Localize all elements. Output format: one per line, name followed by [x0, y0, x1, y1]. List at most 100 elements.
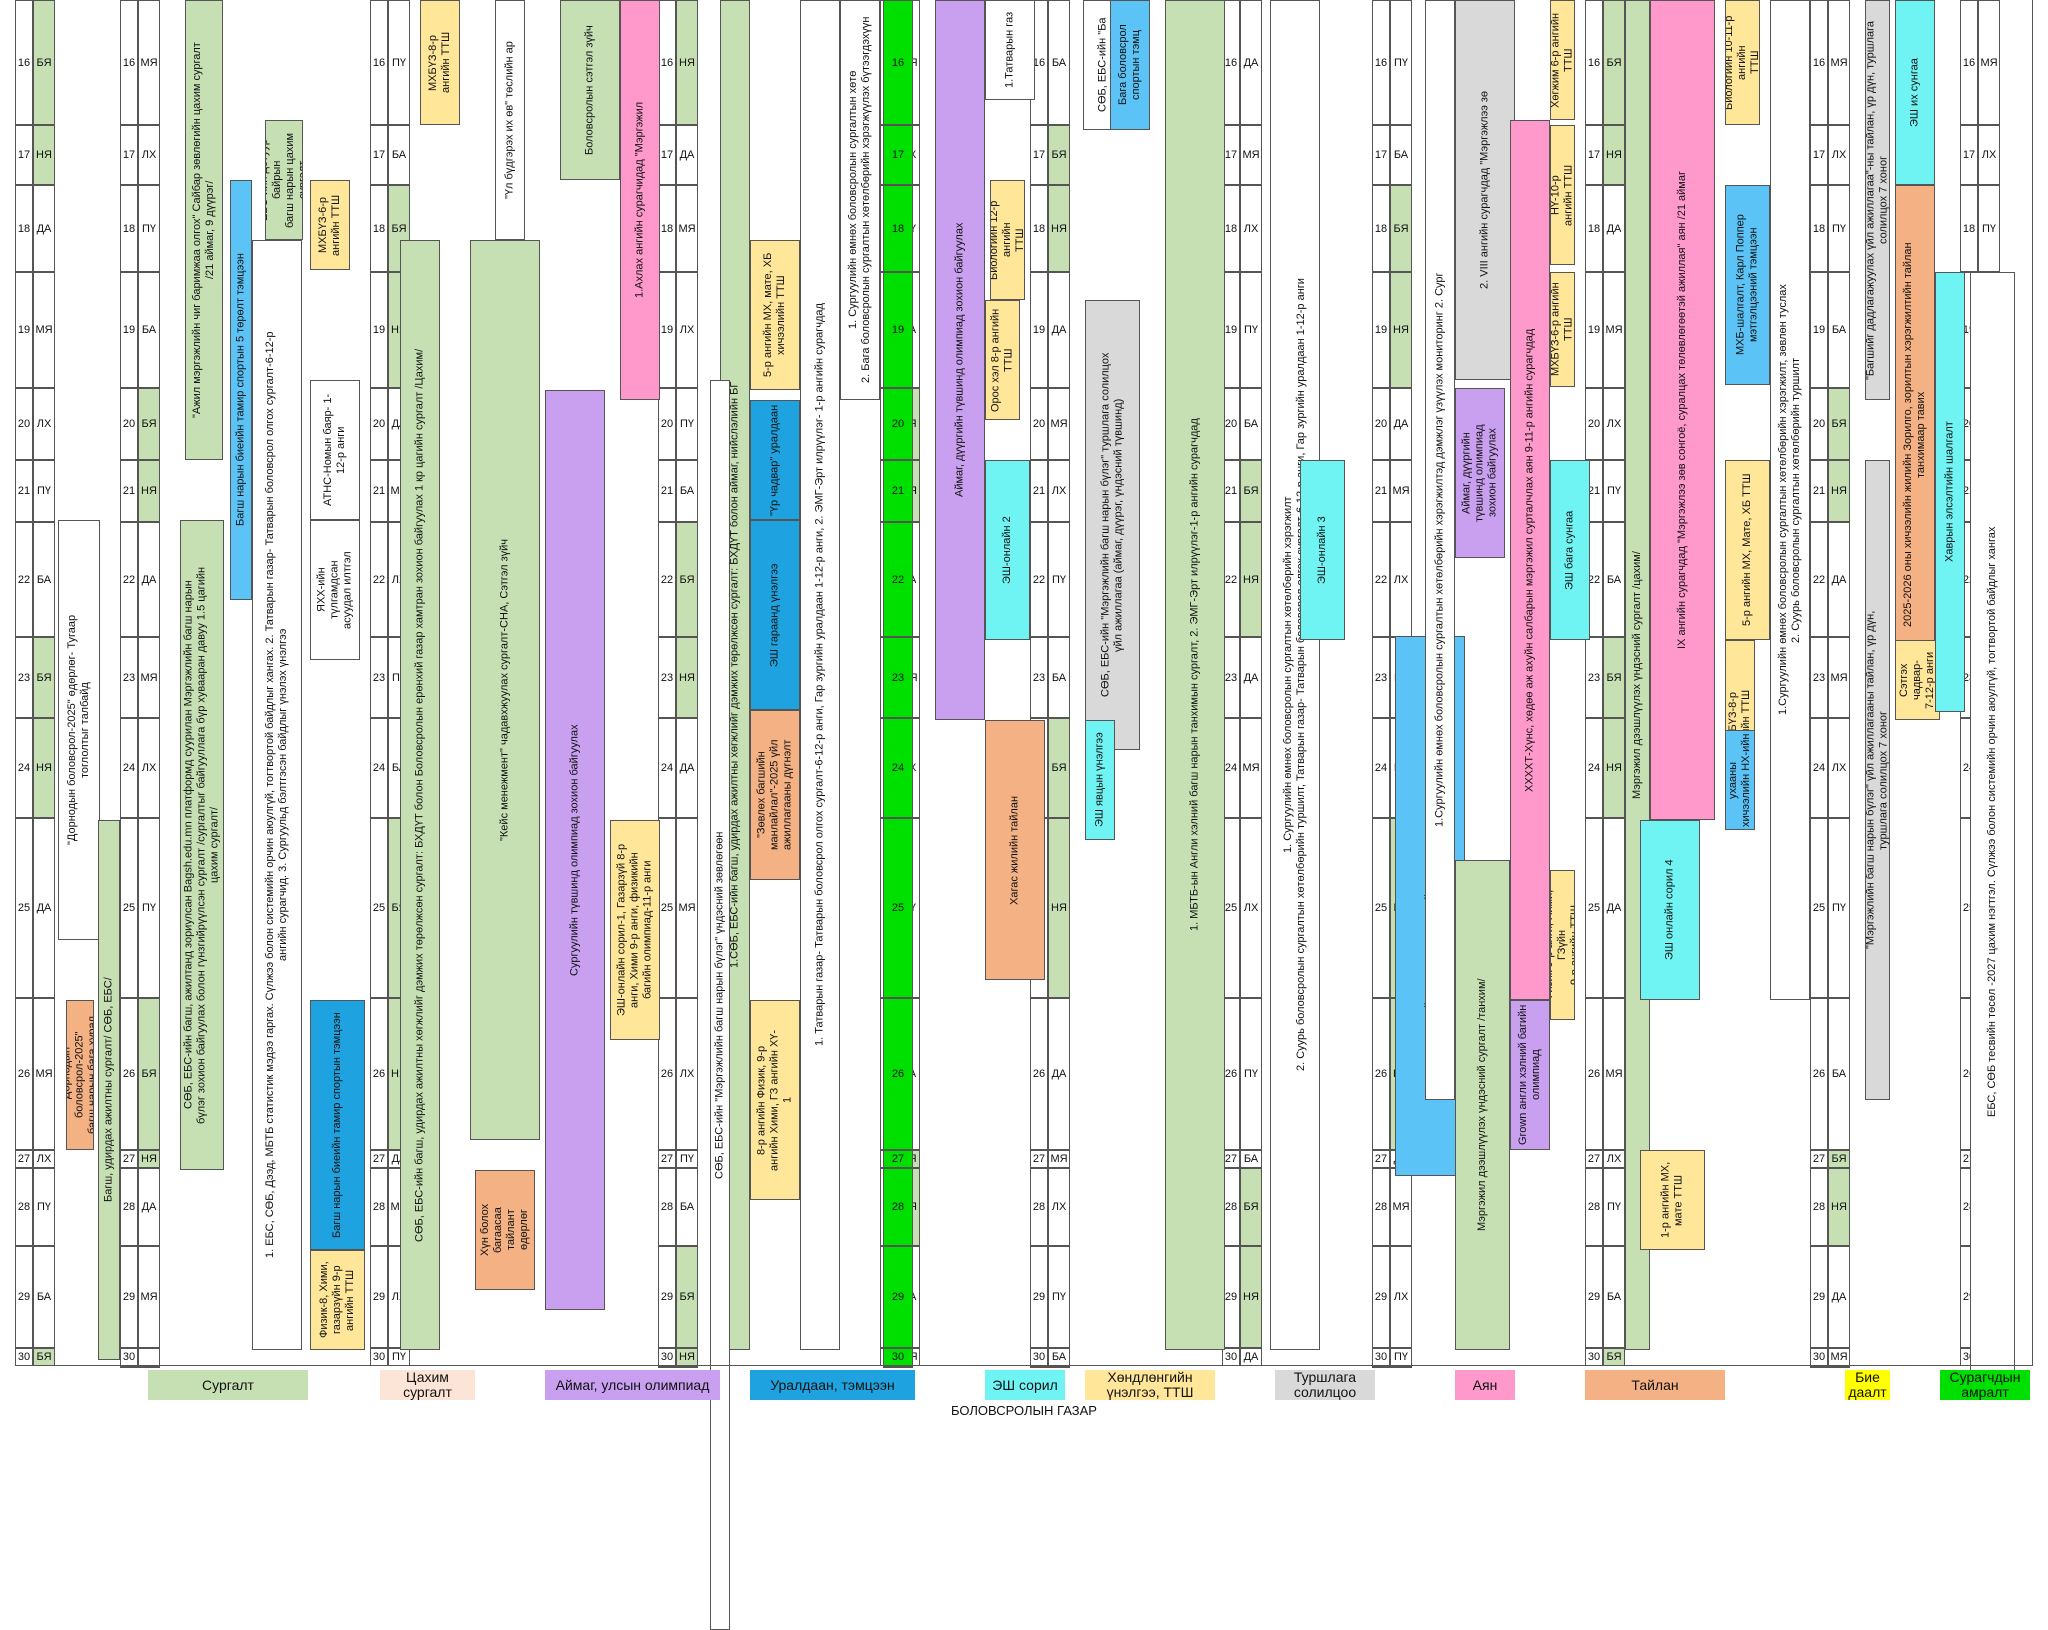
day-number-text: 17	[1962, 149, 1976, 161]
weekday-cell: ДА	[1048, 272, 1070, 388]
day-number-text: 23	[122, 671, 136, 684]
weekday-cell: БА	[33, 1246, 55, 1348]
weekday-cell-text: ДА	[1243, 56, 1259, 69]
day-number: 24	[1810, 718, 1828, 818]
day-number-text: 16	[1962, 56, 1976, 69]
weekday-cell: МЯ	[138, 0, 160, 125]
day-number: 29	[370, 1246, 388, 1348]
day-number-text: 29	[1812, 1291, 1826, 1303]
weekday-cell: БА	[33, 522, 55, 637]
weekday-cell-text: ПҮ	[679, 1153, 695, 1165]
weekday-cell: БА	[1390, 125, 1412, 185]
weekday-cell-text: ЛХ	[1981, 149, 1997, 161]
weekday-cell-text: МЯ	[1830, 56, 1848, 69]
day-number: 17	[370, 125, 388, 185]
day-number-text: 27	[1224, 1153, 1238, 1165]
weekday-cell: БА	[1240, 388, 1262, 460]
day-number: 17	[1372, 125, 1390, 185]
day-number: 25	[1810, 818, 1828, 998]
weekday-cell-text: МЯ	[35, 324, 53, 336]
weekday-cell: ЛХ	[1603, 1150, 1625, 1168]
weekday-cell-text: ПҮ	[1243, 324, 1259, 336]
day-number: 21	[370, 460, 388, 522]
day-number: 24	[1372, 718, 1390, 818]
weekday-cell: ЛХ	[676, 272, 698, 388]
weekday-cell-text: БЯ	[1243, 485, 1259, 497]
weekday-cell-text: ДА	[36, 902, 52, 914]
day-number-text: 18	[660, 222, 674, 235]
day-number: 20	[1372, 388, 1390, 460]
legend-item: Тайлан	[1585, 1370, 1725, 1400]
day-number-text: 23	[1374, 671, 1388, 684]
day-number-text: 18	[1032, 222, 1046, 235]
weekday-cell: БЯ	[1603, 637, 1625, 718]
day-number: 21	[1030, 460, 1048, 522]
day-number-text: 25	[660, 902, 674, 914]
day-number: 22	[370, 522, 388, 637]
day-number-text: 25	[372, 902, 386, 914]
weekday-cell-text: БЯ	[36, 1351, 52, 1363]
weekday-cell: БЯ	[676, 522, 698, 637]
weekday-cell: БЯ	[676, 1246, 698, 1348]
legend-item: Хөндлөнгийн үнэлгээ, ТТШ	[1085, 1370, 1215, 1400]
day-number-text: 17	[1032, 149, 1046, 161]
day-number: 27	[1372, 1150, 1390, 1168]
day-number: 31	[1372, 1366, 1390, 1368]
day-number-text: 30	[660, 1351, 674, 1363]
holiday-day-text: 31	[892, 1366, 904, 1368]
weekday-cell: БА	[1603, 522, 1625, 637]
day-number-text: 23	[1032, 671, 1046, 684]
legend-item: Бие даалт	[1845, 1370, 1890, 1400]
weekday-cell-text: БА	[36, 1291, 52, 1303]
weekday-cell-text: БА	[679, 485, 695, 497]
day-number: 27	[120, 1150, 138, 1168]
weekday-cell: БЯ	[1603, 0, 1625, 125]
day-number-text: 18	[372, 222, 386, 235]
weekday-cell: ПҮ	[138, 185, 160, 272]
holiday-day-text: 16	[891, 56, 905, 69]
weekday-cell: ДА	[1240, 637, 1262, 718]
weekday-cell-text: НЯ	[1393, 324, 1409, 336]
legend-item: ЭШ сорил	[985, 1370, 1065, 1400]
day-number-text: 17	[1587, 149, 1601, 161]
schedule-sheet: 16 БЯ 17 НЯ 18 ДА 19 МЯ 20 ЛХ 21 ПҮ 22 БА 23 БЯ 24 НЯ 25 ДА…	[15, 0, 2033, 1630]
weekday-cell: ЛХ	[1240, 818, 1262, 998]
day-number-text: 20	[17, 418, 31, 430]
weekday-cell: НЯ	[1828, 1168, 1850, 1246]
day-number: 22	[1030, 522, 1048, 637]
day-number-text: 20	[660, 418, 674, 430]
day-number: 22	[120, 522, 138, 637]
day-number: 16	[370, 0, 388, 125]
day-number-text: 24	[17, 762, 31, 774]
day-number-text: 21	[17, 485, 31, 497]
weekday-cell-text: БА	[1051, 56, 1067, 69]
weekday-cell: МЯ	[138, 637, 160, 718]
weekday-cell: НЯ	[676, 1348, 698, 1366]
day-number: 18	[1372, 185, 1390, 272]
day-number: 28	[1810, 1168, 1828, 1246]
weekday-cell: НЯ	[1603, 718, 1625, 818]
day-number-text: 20	[1224, 418, 1238, 430]
weekday-cell: ПҮ	[138, 818, 160, 998]
weekday-cell: ДА	[33, 185, 55, 272]
day-number: 29	[658, 1246, 676, 1348]
weekday-cell-text: МЯ	[1605, 324, 1623, 336]
day-number-text: 30	[372, 1351, 386, 1363]
day-number-text: 29	[660, 1291, 674, 1303]
day-number-text: 26	[122, 1068, 136, 1080]
day-number-text: 23	[1587, 671, 1601, 684]
legend-item: Аян	[1455, 1370, 1515, 1400]
day-number: 17	[1960, 125, 1978, 185]
weekday-cell: НЯ	[138, 460, 160, 522]
weekday-cell: БА	[388, 125, 410, 185]
weekday-cell-text: ДА	[1831, 573, 1847, 586]
day-number-text: 26	[660, 1068, 674, 1080]
day-number: 28	[1030, 1168, 1048, 1246]
weekday-cell-text: ДА	[1051, 324, 1067, 336]
weekday-cell: ПҮ	[1390, 0, 1412, 125]
day-number-text: 16	[122, 56, 136, 69]
weekday-cell-text: НЯ	[1243, 573, 1259, 586]
weekday-cell: ЛХ	[676, 998, 698, 1150]
holiday-day: 27	[883, 1150, 913, 1168]
day-number: 26	[1810, 998, 1828, 1150]
